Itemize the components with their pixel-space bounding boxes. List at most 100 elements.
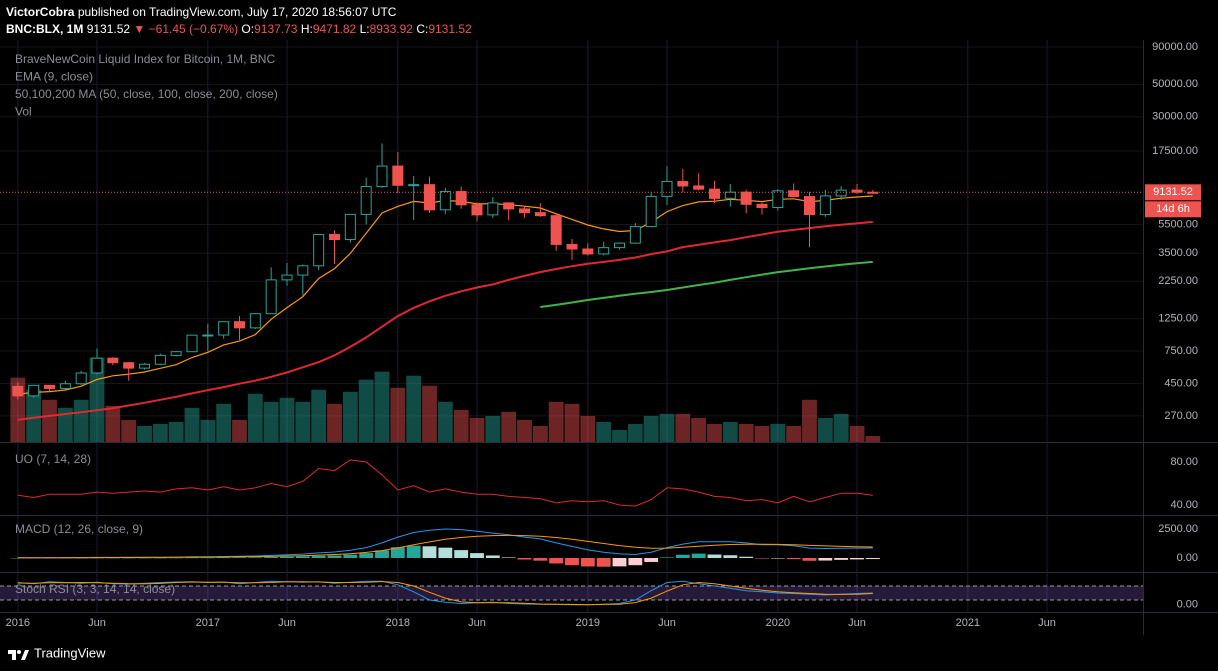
histogram-bar <box>739 556 754 558</box>
y-tick-label: 2500.00 <box>1158 523 1198 535</box>
histogram-bar <box>343 554 358 558</box>
line <box>17 534 873 559</box>
histogram-bar <box>755 558 769 559</box>
x-tick-label: Jun <box>88 617 106 629</box>
last-price-box <box>1145 184 1201 201</box>
candle-body <box>471 204 483 216</box>
y-tick-label: 2250.00 <box>1158 275 1198 287</box>
candle-body <box>519 208 530 214</box>
x-tick-label: 2020 <box>766 617 790 629</box>
volume-bar <box>532 425 548 442</box>
volume-bar <box>263 401 279 442</box>
volume-bar <box>580 415 596 442</box>
histogram-bar <box>565 558 579 566</box>
histogram-bar <box>644 558 659 562</box>
volume-bar <box>342 391 358 442</box>
line <box>17 581 873 606</box>
histogram-bar <box>770 558 785 559</box>
grid-layer <box>0 40 1218 635</box>
volume-bar <box>517 419 532 442</box>
volume-bar <box>817 417 833 442</box>
candle-body <box>360 186 372 215</box>
volume-bar <box>596 421 612 442</box>
histogram-bar <box>628 558 643 566</box>
histogram-bar <box>232 557 247 558</box>
candle-body <box>629 226 641 244</box>
candle-body <box>582 248 594 255</box>
histogram-bar <box>327 555 342 558</box>
histogram-bar <box>818 558 833 561</box>
volume-bar <box>26 389 42 442</box>
line <box>17 580 873 606</box>
histogram-bar <box>185 557 199 559</box>
ohlc-label: H: <box>300 22 313 36</box>
volume-bar <box>374 371 390 442</box>
volume-bar <box>849 425 865 442</box>
countdown-label: 14d 6h <box>1156 203 1190 215</box>
line <box>540 260 873 308</box>
candle-body <box>170 351 182 356</box>
candle-body <box>281 274 293 281</box>
volume-bar <box>42 399 57 442</box>
legend-vol: Vol <box>15 105 32 119</box>
y-tick-label: 17500.00 <box>1152 145 1198 157</box>
band-fill <box>0 586 1143 601</box>
histogram-bar <box>580 558 595 567</box>
candle-body <box>202 334 214 337</box>
y-tick-label: 50000.00 <box>1152 78 1198 90</box>
histogram-bar <box>517 558 532 560</box>
histogram-bar <box>675 554 690 558</box>
x-tick-label: Jun <box>1038 617 1056 629</box>
panel-title: Stoch RSI (3, 3, 14, 14, close) <box>15 582 175 596</box>
candle-body <box>107 357 119 364</box>
y-tick-label: 1250.00 <box>1158 312 1198 324</box>
volume-bar <box>833 413 849 442</box>
volume-bar <box>738 423 754 442</box>
candle-body <box>408 184 420 187</box>
legend-ma: 50,100,200 MA (50, close, 100, close, 20… <box>15 87 278 101</box>
volume-bar <box>200 419 216 442</box>
arrow: ▼ <box>133 22 146 36</box>
histogram-bar <box>359 553 374 558</box>
logo <box>8 650 29 660</box>
histogram-bar <box>390 547 405 558</box>
ohlc-value: 8933.92 <box>369 22 413 36</box>
x-tick-label: Jun <box>658 617 676 629</box>
volume-bar <box>247 393 263 442</box>
last-price-label: 9131.52 <box>1153 186 1193 198</box>
volume-bar <box>137 425 152 442</box>
x-tick-label: 2017 <box>196 617 220 629</box>
histogram-bar <box>501 557 516 558</box>
histogram-bar <box>375 550 389 558</box>
candle-body <box>44 384 55 389</box>
histogram-bar <box>707 554 722 558</box>
candle-body <box>756 203 768 208</box>
histogram-bar <box>311 555 326 558</box>
ohlc-value: 9137.73 <box>254 22 298 36</box>
change-pct: (−0.67%) <box>189 22 239 36</box>
candle-body <box>693 185 705 190</box>
legend-title: BraveNewCoin Liquid Index for Bitcoin, 1… <box>15 52 275 66</box>
candle-body <box>376 165 388 188</box>
candle-body <box>724 191 736 199</box>
histogram-bar <box>549 558 564 564</box>
x-tick-label: 2021 <box>956 617 980 629</box>
histogram-bar <box>865 558 880 560</box>
candle-body <box>12 385 24 397</box>
candle-body <box>677 181 689 187</box>
author: VictorCobra <box>6 5 75 19</box>
volume-bar <box>627 423 643 442</box>
candle-body <box>550 215 562 245</box>
histogram-bar <box>105 557 120 559</box>
y-tick-label: 270.00 <box>1164 410 1198 422</box>
volume-bar <box>802 399 817 442</box>
histogram-bar <box>802 558 817 561</box>
volume-bar <box>722 421 738 442</box>
candle-body <box>819 195 831 216</box>
histogram-bar <box>438 547 453 558</box>
volume-bar <box>675 413 691 442</box>
y-tick-label: 0.00 <box>1177 599 1198 611</box>
volume-bar <box>232 419 247 442</box>
